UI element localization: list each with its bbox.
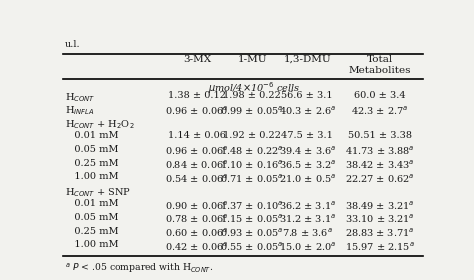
Text: 36.5 ± 3.2$^{a}$: 36.5 ± 3.2$^{a}$ <box>279 159 336 171</box>
Text: 0.01 mM: 0.01 mM <box>65 199 118 208</box>
Text: 1.00 mM: 1.00 mM <box>65 240 118 249</box>
Text: 3-MX: 3-MX <box>183 55 211 64</box>
Text: 38.49 ± 3.21$^{a}$: 38.49 ± 3.21$^{a}$ <box>345 199 414 212</box>
Text: 0.42 ± 0.06$^{a}$: 0.42 ± 0.06$^{a}$ <box>165 240 229 253</box>
Text: 1.00 mM: 1.00 mM <box>65 172 118 181</box>
Text: 0.25 mM: 0.25 mM <box>65 159 118 168</box>
Text: 21.0 ± 0.5$^{a}$: 21.0 ± 0.5$^{a}$ <box>279 172 336 185</box>
Text: 42.3 ± 2.7$^{a}$: 42.3 ± 2.7$^{a}$ <box>351 104 408 117</box>
Text: 1.10 ± 0.16$^{a}$: 1.10 ± 0.16$^{a}$ <box>220 159 284 171</box>
Text: 1.92 ± 0.22: 1.92 ± 0.22 <box>223 132 281 141</box>
Text: 0.25 mM: 0.25 mM <box>65 227 118 235</box>
Text: 0.60 ± 0.06$^{a}$: 0.60 ± 0.06$^{a}$ <box>165 227 229 239</box>
Text: H$_{CONT}$: H$_{CONT}$ <box>65 91 95 104</box>
Text: 15.0 ± 2.0$^{a}$: 15.0 ± 2.0$^{a}$ <box>279 240 336 253</box>
Text: 36.2 ± 3.1$^{a}$: 36.2 ± 3.1$^{a}$ <box>279 199 336 212</box>
Text: 0.90 ± 0.06$^{a}$: 0.90 ± 0.06$^{a}$ <box>165 199 229 212</box>
Text: 0.05 mM: 0.05 mM <box>65 213 118 222</box>
Text: 0.71 ± 0.05$^{a}$: 0.71 ± 0.05$^{a}$ <box>220 172 284 185</box>
Text: 39.4 ± 3.6$^{a}$: 39.4 ± 3.6$^{a}$ <box>279 145 336 157</box>
Text: 1,3-DMU: 1,3-DMU <box>283 55 331 64</box>
Text: 28.83 ± 3.71$^{a}$: 28.83 ± 3.71$^{a}$ <box>345 227 414 239</box>
Text: 60.0 ± 3.4: 60.0 ± 3.4 <box>354 91 405 100</box>
Text: 38.42 ± 3.43$^{a}$: 38.42 ± 3.43$^{a}$ <box>345 159 414 171</box>
Text: 33.10 ± 3.21$^{a}$: 33.10 ± 3.21$^{a}$ <box>345 213 414 225</box>
Text: 1.37 ± 0.10$^{a}$: 1.37 ± 0.10$^{a}$ <box>220 199 284 212</box>
Text: 0.01 mM: 0.01 mM <box>65 132 118 141</box>
Text: 1.38 ± 0.12: 1.38 ± 0.12 <box>168 91 226 100</box>
Text: 0.96 ± 0.06$^{a}$: 0.96 ± 0.06$^{a}$ <box>165 145 229 157</box>
Text: $\mu$mol/4$\times$10$^{-6}$ cells: $\mu$mol/4$\times$10$^{-6}$ cells <box>208 80 300 96</box>
Text: H$_{INFLA}$: H$_{INFLA}$ <box>65 104 94 117</box>
Text: 56.6 ± 3.1: 56.6 ± 3.1 <box>282 91 333 100</box>
Text: $^{a}$ $P$ < .05 compared with H$_{CONT}$.: $^{a}$ $P$ < .05 compared with H$_{CONT}… <box>65 261 213 275</box>
Text: 0.96 ± 0.06$^{a}$: 0.96 ± 0.06$^{a}$ <box>165 104 229 117</box>
Text: 22.27 ± 0.62$^{a}$: 22.27 ± 0.62$^{a}$ <box>345 172 414 185</box>
Text: 0.54 ± 0.06$^{a}$: 0.54 ± 0.06$^{a}$ <box>165 172 229 185</box>
Text: 1.98 ± 0.22: 1.98 ± 0.22 <box>223 91 281 100</box>
Text: 41.73 ± 3.88$^{a}$: 41.73 ± 3.88$^{a}$ <box>345 145 414 157</box>
Text: 0.93 ± 0.05$^{a}$: 0.93 ± 0.05$^{a}$ <box>220 227 284 239</box>
Text: Total
Metabolites: Total Metabolites <box>348 55 411 74</box>
Text: 1.15 ± 0.05$^{a}$: 1.15 ± 0.05$^{a}$ <box>220 213 284 225</box>
Text: 47.5 ± 3.1: 47.5 ± 3.1 <box>281 132 333 141</box>
Text: H$_{CONT}$ + SNP: H$_{CONT}$ + SNP <box>65 186 131 199</box>
Text: 0.99 ± 0.05$^{a}$: 0.99 ± 0.05$^{a}$ <box>220 104 284 117</box>
Text: 31.2 ± 3.1$^{a}$: 31.2 ± 3.1$^{a}$ <box>279 213 336 225</box>
Text: 15.97 ± 2.15$^{a}$: 15.97 ± 2.15$^{a}$ <box>345 240 414 253</box>
Text: H$_{CONT}$ + H$_{2}$O$_{2}$: H$_{CONT}$ + H$_{2}$O$_{2}$ <box>65 118 134 131</box>
Text: 7.8 ± 3.6$^{a}$: 7.8 ± 3.6$^{a}$ <box>282 227 333 239</box>
Text: 0.55 ± 0.05$^{a}$: 0.55 ± 0.05$^{a}$ <box>220 240 284 253</box>
Text: 50.51 ± 3.38: 50.51 ± 3.38 <box>347 132 411 141</box>
Text: 40.3 ± 2.6$^{a}$: 40.3 ± 2.6$^{a}$ <box>279 104 336 117</box>
Text: 0.78 ± 0.06$^{a}$: 0.78 ± 0.06$^{a}$ <box>165 213 229 225</box>
Text: 1.48 ± 0.22$^{a}$: 1.48 ± 0.22$^{a}$ <box>220 145 284 157</box>
Text: u.l.: u.l. <box>65 40 81 49</box>
Text: 1.14 ± 0.06: 1.14 ± 0.06 <box>168 132 226 141</box>
Text: 0.05 mM: 0.05 mM <box>65 145 118 154</box>
Text: 0.84 ± 0.06$^{a}$: 0.84 ± 0.06$^{a}$ <box>165 159 228 171</box>
Text: 1-MU: 1-MU <box>237 55 267 64</box>
